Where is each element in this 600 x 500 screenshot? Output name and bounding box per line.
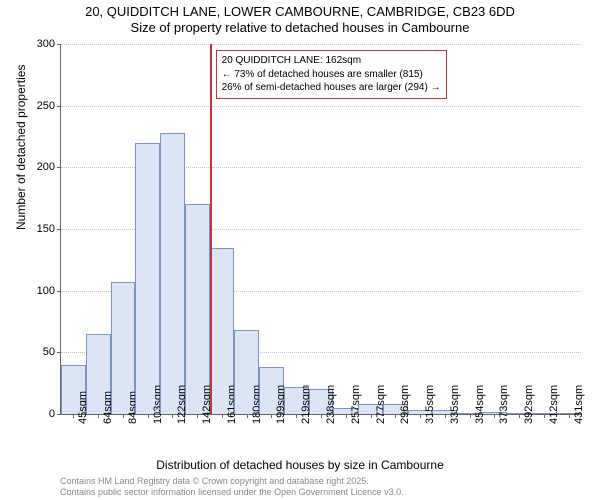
x-tick-mark [222, 414, 223, 418]
x-tick-mark [123, 414, 124, 418]
x-tick-mark [197, 414, 198, 418]
x-tick-mark [148, 414, 149, 418]
y-tick-label: 200 [37, 161, 55, 173]
y-tick-mark [57, 106, 61, 107]
x-tick-mark [371, 414, 372, 418]
x-axis-label: Distribution of detached houses by size … [0, 458, 600, 472]
y-tick-label: 250 [37, 100, 55, 112]
x-tick-mark [395, 414, 396, 418]
y-tick-label: 100 [37, 285, 55, 297]
annotation-line: ← 73% of detached houses are smaller (81… [222, 68, 441, 82]
plot-area: 05010015020025030045sqm64sqm84sqm103sqm1… [60, 44, 581, 415]
x-tick-mark [346, 414, 347, 418]
y-tick-label: 300 [37, 38, 55, 50]
x-tick-label: 373sqm [498, 385, 510, 424]
y-tick-label: 50 [43, 346, 55, 358]
reference-line [210, 44, 212, 414]
y-tick-mark [57, 229, 61, 230]
x-tick-mark [420, 414, 421, 418]
x-tick-label: 412sqm [548, 385, 560, 424]
x-tick-mark [247, 414, 248, 418]
x-tick-mark [73, 414, 74, 418]
x-tick-mark [494, 414, 495, 418]
x-tick-mark [569, 414, 570, 418]
x-tick-mark [271, 414, 272, 418]
x-tick-mark [544, 414, 545, 418]
y-tick-label: 150 [37, 223, 55, 235]
x-tick-label: 315sqm [424, 385, 436, 424]
chart-container: 20, QUIDDITCH LANE, LOWER CAMBOURNE, CAM… [0, 0, 600, 500]
grid-line [61, 44, 581, 45]
y-tick-mark [57, 414, 61, 415]
chart-title-sub: Size of property relative to detached ho… [0, 20, 600, 35]
x-tick-label: 335sqm [449, 385, 461, 424]
y-tick-mark [57, 291, 61, 292]
x-tick-label: 238sqm [325, 385, 337, 424]
x-tick-label: 296sqm [399, 385, 411, 424]
footer-text: Contains HM Land Registry data © Crown c… [60, 476, 404, 499]
x-tick-mark [296, 414, 297, 418]
x-tick-mark [519, 414, 520, 418]
x-tick-mark [470, 414, 471, 418]
y-tick-label: 0 [49, 408, 55, 420]
y-tick-mark [57, 167, 61, 168]
x-tick-mark [445, 414, 446, 418]
grid-line [61, 106, 581, 107]
annotation-box: 20 QUIDDITCH LANE: 162sqm← 73% of detach… [216, 50, 447, 99]
chart-title-main: 20, QUIDDITCH LANE, LOWER CAMBOURNE, CAM… [0, 4, 600, 19]
histogram-bar [185, 204, 210, 414]
x-tick-mark [98, 414, 99, 418]
histogram-bar [160, 133, 185, 414]
x-tick-label: 392sqm [523, 385, 535, 424]
histogram-bar [135, 143, 160, 414]
x-tick-mark [172, 414, 173, 418]
x-tick-label: 354sqm [474, 385, 486, 424]
x-tick-label: 431sqm [573, 385, 585, 424]
annotation-line: 20 QUIDDITCH LANE: 162sqm [222, 54, 441, 68]
footer-line-1: Contains HM Land Registry data © Crown c… [60, 476, 404, 487]
y-tick-mark [57, 352, 61, 353]
x-tick-mark [321, 414, 322, 418]
y-tick-mark [57, 44, 61, 45]
y-axis-label: Number of detached properties [14, 65, 28, 230]
footer-line-2: Contains public sector information licen… [60, 487, 404, 498]
annotation-line: 26% of semi-detached houses are larger (… [222, 81, 441, 95]
